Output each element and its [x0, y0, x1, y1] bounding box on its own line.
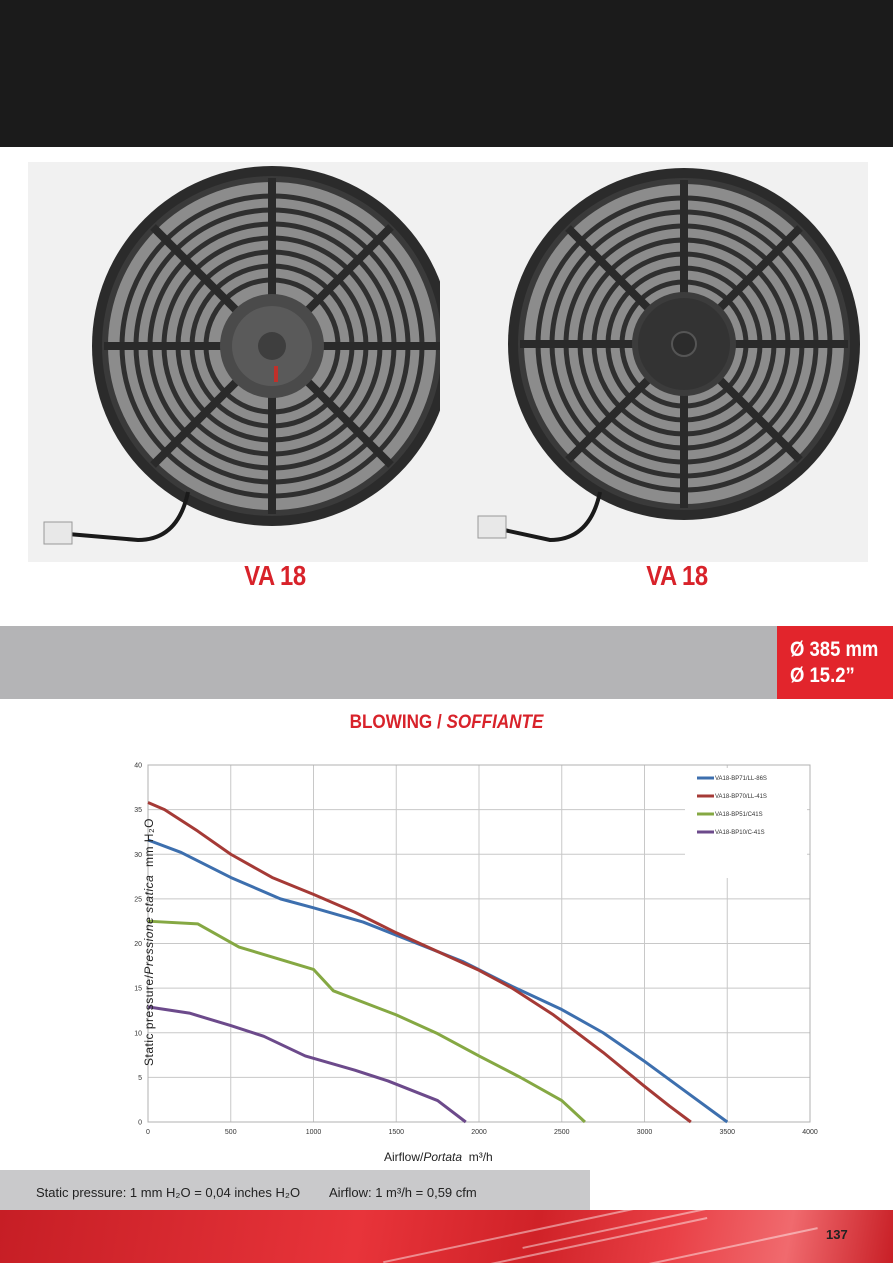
x-tick-label: 0 [146, 1129, 150, 1136]
chart-title-italic: SOFFIANTE [446, 712, 544, 733]
chart-title: BLOWING / SOFFIANTE [45, 712, 849, 734]
legend-label-2: VA18-BP51/C41S [715, 812, 763, 818]
y-tick-label: 20 [134, 941, 142, 948]
series-line-0 [147, 838, 729, 1124]
legend-label-3: VA18-BP10/C-41S [715, 830, 765, 836]
x-tick-label: 500 [225, 1129, 237, 1136]
series-line-3 [147, 1005, 467, 1124]
y-axis-label-italic: Pressione statica [142, 874, 156, 975]
fan-left-illustration [43, 166, 452, 545]
y-axis-label-unit: mm H₂O [142, 818, 156, 868]
footer-note-band [0, 1170, 590, 1210]
y-tick-label: 10 [134, 1030, 142, 1037]
y-tick-label: 30 [134, 852, 142, 859]
x-tick-label: 1000 [306, 1129, 322, 1136]
x-tick-label: 3000 [637, 1129, 653, 1136]
y-tick-label: 0 [138, 1120, 142, 1127]
diameter-box [777, 626, 893, 699]
x-axis-label-unit: m³/h [468, 1150, 493, 1164]
y-tick-label: 15 [134, 986, 142, 993]
page-number: 137 [826, 1227, 848, 1242]
y-tick-label: 5 [138, 1075, 142, 1082]
fan-right-illustration [477, 168, 860, 543]
x-tick-label: 2000 [471, 1129, 487, 1136]
performance-chart: 0 500 1000 1500 2000 2500 3000 3500 4000 0 5 10 15 20… [134, 763, 818, 1137]
series-line-1 [147, 801, 692, 1124]
x-axis-label-main: Airflow/ [384, 1150, 424, 1164]
x-axis-label: Airflow/Portata m³/h [384, 1150, 493, 1164]
x-tick-label: 3500 [719, 1129, 735, 1136]
y-axis-label-main: Static pressure/ [142, 974, 156, 1066]
y-axis-label: Static pressure/Pressione statica mm H₂O [142, 807, 156, 1077]
fan-image-right [440, 162, 868, 562]
static-pressure-note: Static pressure: 1 mm H₂O = 0,04 inches … [36, 1185, 301, 1200]
conversion-notes: Static pressure: 1 mm H₂O = 0,04 inches … [36, 1185, 503, 1200]
plot-frame [147, 764, 811, 1123]
x-tick-label: 1500 [388, 1129, 404, 1136]
diameter-inch: Ø 15.2” [790, 664, 855, 687]
model-label-left: VA 18 [244, 560, 306, 591]
legend-box [685, 768, 807, 878]
y-tick-label: 35 [134, 807, 142, 814]
airflow-note: Airflow: 1 m³/h = 0,59 cfm [328, 1185, 477, 1200]
diameter-mm: Ø 385 mm [790, 638, 879, 661]
x-tick-label: 2500 [554, 1129, 570, 1136]
fan-image-left [28, 162, 458, 562]
y-tick-label: 40 [134, 763, 142, 770]
spec-band [0, 626, 777, 699]
y-tick-label: 25 [134, 896, 142, 903]
x-axis-label-italic: Portata [423, 1150, 463, 1164]
header-band [0, 0, 893, 147]
model-label-right: VA 18 [646, 560, 708, 591]
x-tick-label: 4000 [802, 1129, 818, 1136]
footer-red-band [0, 1210, 893, 1263]
series-line-2 [147, 919, 586, 1124]
chart-title-main: BLOWING / [349, 712, 447, 733]
legend-label-0: VA18-BP71/LL-86S [715, 776, 767, 782]
legend-label-1: VA18-BP70/LL-41S [715, 794, 767, 800]
